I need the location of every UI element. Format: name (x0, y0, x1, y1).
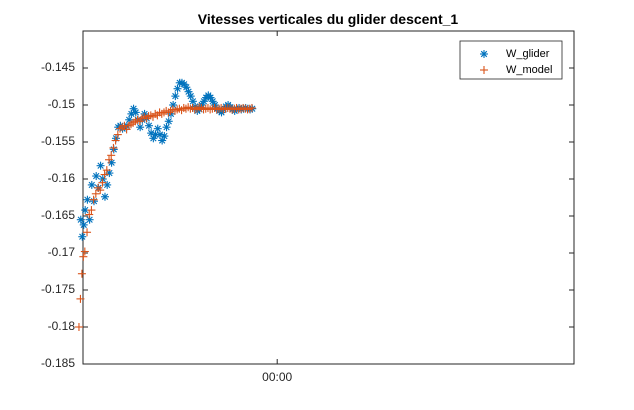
y-tick-label: -0.185 (41, 356, 75, 370)
data-point (87, 180, 96, 189)
data-point (87, 206, 96, 215)
data-point (109, 143, 118, 152)
data-point (100, 192, 109, 201)
data-point (111, 136, 120, 145)
data-point (85, 210, 94, 219)
data-point (77, 269, 86, 278)
data-point (103, 180, 112, 189)
y-tick-label: -0.165 (41, 208, 75, 222)
data-point (76, 215, 85, 224)
data-point (131, 108, 140, 117)
data-point (76, 294, 85, 303)
data-point (160, 132, 169, 141)
y-axis: -0.145 -0.15 -0.155 -0.16 -0.165 -0.17 -0.175 -… (41, 60, 574, 370)
y-tick-label: -0.155 (41, 134, 75, 148)
data-point (247, 103, 256, 112)
data-point (113, 130, 122, 139)
data-point (79, 252, 88, 261)
data-point (78, 232, 87, 241)
chart-title: Vitesses verticales du glider descent_1 (198, 11, 459, 27)
legend-box (459, 40, 563, 80)
y-tick-label: -0.175 (41, 282, 75, 296)
data-point (171, 92, 180, 101)
data-point (173, 84, 182, 93)
data-point (79, 220, 88, 229)
x-tick-label: 00:00 (262, 370, 292, 384)
data-point (96, 161, 105, 170)
data-point (102, 166, 111, 175)
data-point (98, 178, 107, 187)
legend-symbol (480, 50, 488, 58)
legend-marker-w-glider (480, 50, 488, 58)
data-point (91, 189, 100, 198)
x-axis: 00:00 (262, 31, 293, 384)
data-point (164, 117, 173, 126)
y-tick-label: -0.17 (48, 245, 76, 259)
y-tick-label: -0.16 (48, 171, 76, 185)
data-point (83, 228, 92, 237)
data-point (80, 247, 89, 256)
data-point (105, 155, 114, 164)
data-point (107, 151, 116, 160)
data-point (92, 172, 101, 181)
y-tick-label: -0.145 (41, 60, 75, 74)
data-point (162, 123, 171, 132)
legend: W_glider W_model (459, 40, 563, 80)
series-w-model (74, 103, 256, 331)
legend-label-w-glider: W_glider (506, 48, 550, 60)
data-point (107, 158, 116, 167)
legend-symbol (480, 66, 488, 74)
y-tick-label: -0.18 (48, 319, 76, 333)
data-point (153, 124, 162, 133)
legend-marker-w-model (480, 66, 488, 74)
data-point (74, 323, 83, 331)
legend-label-w-model: W_model (506, 64, 552, 76)
data-point (100, 170, 109, 179)
plot-area (82, 30, 575, 365)
data-point (96, 186, 105, 195)
y-tick-label: -0.15 (48, 97, 76, 111)
data-point (89, 195, 98, 204)
series-layer (74, 78, 257, 331)
data-point (144, 121, 153, 130)
